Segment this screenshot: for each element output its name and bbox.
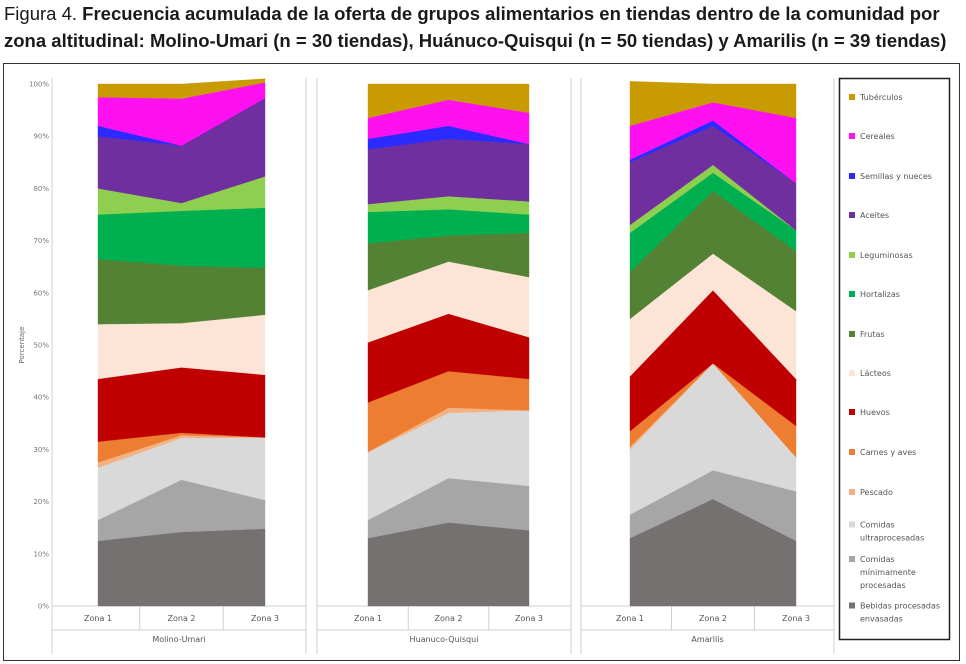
area-molino-umari-tuberculos	[97, 78, 266, 99]
x-category-label: Zona 2	[699, 614, 727, 623]
legend-label-frutas: Frutas	[860, 330, 885, 339]
legend-label-tuberculos: Tubérculos	[859, 92, 903, 102]
legend-label-comidas-ultraprocesadas: Comidas ultraprocesadas	[860, 521, 924, 543]
area-molino-umari-frutas	[97, 258, 266, 325]
legend-label-pescado: Pescado	[860, 488, 893, 497]
area-huanuco-quisqui-aceites	[367, 138, 530, 205]
x-category-label: Zona 3	[515, 614, 543, 623]
legend-swatch-pescado	[849, 489, 855, 495]
stacked-area-chart: Porcentaje 0% 10% 20% 30% 40% 50% 60% 70% 80% 90% 1…	[18, 77, 951, 654]
area-molino-umari-bebidas-procesadas-envasadas	[97, 528, 266, 607]
x-category-label: Zona 2	[435, 614, 463, 623]
legend-box	[838, 77, 951, 641]
x-group-label-amarilis: Amarilis	[691, 635, 723, 644]
y-tick-label: 100%	[29, 81, 49, 89]
y-tick-label: 0%	[38, 603, 49, 611]
legend-swatch-hortalizas	[849, 291, 855, 297]
area-molino-umari-huevos	[97, 367, 266, 442]
legend-swatch-semillas-y-nueces	[849, 173, 855, 179]
legend-swatch-comidas-ultraprocesadas	[849, 521, 855, 528]
figure-caption-lead: Figura 4.	[4, 3, 83, 24]
legend-swatch-lacteos	[849, 370, 855, 376]
y-tick-label: 80%	[33, 185, 49, 193]
legend-label-huevos: Huevos	[860, 408, 890, 417]
legend-label-lacteos: Lácteos	[860, 369, 891, 378]
legend-label-semillas-y-nueces: Semillas y nueces	[860, 172, 932, 181]
legend-swatch-aceites	[849, 212, 855, 218]
legend-swatch-tuberculos	[849, 94, 855, 100]
y-tick-label: 50%	[33, 342, 49, 350]
figure-caption: Figura 4. Frecuencia acumulada de la ofe…	[4, 0, 962, 54]
x-category-label: Zona 3	[251, 614, 279, 623]
x-category-label: Zona 1	[616, 614, 644, 623]
legend-swatch-carnes-y-aves	[849, 449, 855, 455]
legend-swatch-leguminosas	[849, 252, 855, 258]
area-molino-umari-hortalizas	[97, 207, 266, 268]
chart-frame: Porcentaje 0% 10% 20% 30% 40% 50% 60% 70% 80% 90% 1…	[3, 63, 960, 661]
legend-swatch-comidas-minimamente-procesadas	[849, 556, 855, 562]
legend-label-carnes-y-aves: Carnes y aves	[860, 448, 916, 457]
y-tick-label: 40%	[33, 394, 49, 402]
x-category-label: Zona 2	[168, 614, 196, 623]
y-tick-label: 10%	[33, 550, 49, 558]
x-category-label: Zona 1	[84, 614, 112, 623]
area-amarilis-tuberculos	[629, 81, 797, 127]
legend-swatch-huevos	[849, 409, 855, 415]
x-group-label-huanuco-quisqui: Huanuco-Quisqui	[410, 635, 479, 644]
y-tick-label: 70%	[33, 237, 49, 245]
legend-label-comidas-minimamente-procesadas: Comidas mínimamente procesadas	[860, 555, 916, 590]
legend-label-leguminosas: Leguminosas	[860, 251, 913, 260]
legend-label-cereales: Cereales	[860, 132, 895, 141]
x-category-label: Zona 3	[782, 614, 810, 623]
x-category-label: Zona 1	[354, 614, 382, 623]
legend-label-bebidas-procesadas-envasadas: Bebidas procesadas envasadas	[860, 602, 940, 624]
legend-swatch-bebidas-procesadas-envasadas	[849, 602, 855, 609]
x-group-label-molino-umari: Molino-Umari	[152, 635, 205, 644]
figure-caption-title: Frecuencia acumulada de la oferta de gru…	[4, 3, 947, 51]
legend-label-aceites: Aceites	[860, 211, 889, 220]
area-huanuco-quisqui-bebidas-procesadas-envasadas	[367, 522, 530, 607]
y-tick-label: 60%	[33, 289, 49, 297]
y-tick-label: 20%	[33, 498, 49, 506]
y-tick-label: 30%	[33, 446, 49, 454]
legend-swatch-frutas	[849, 331, 855, 337]
legend-swatch-cereales	[849, 133, 855, 139]
y-axis-title: Porcentaje	[18, 327, 26, 364]
legend-label-hortalizas: Hortalizas	[860, 290, 900, 299]
area-huanuco-quisqui-tuberculos	[367, 83, 530, 119]
y-tick-label: 90%	[33, 133, 49, 141]
